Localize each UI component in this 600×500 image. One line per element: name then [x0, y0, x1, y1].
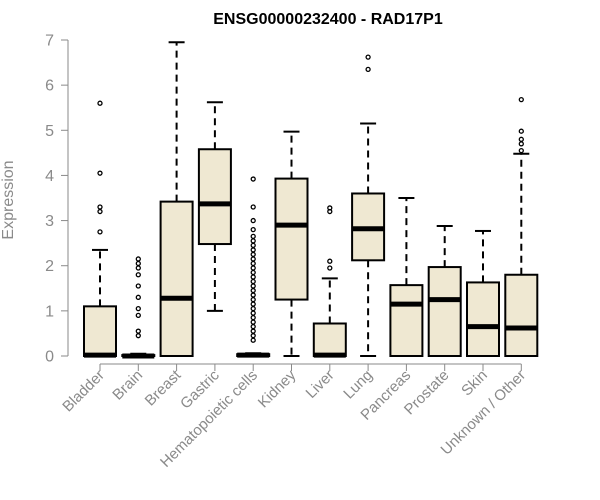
y-tick-label-3: 3	[45, 213, 54, 230]
outlier-brain-9	[135, 256, 141, 262]
box-rect-unknown-other	[504, 273, 539, 357]
outlier-hematopoietic-cells-9	[250, 296, 256, 303]
outlier-hematopoietic-cells-21	[250, 242, 256, 249]
outlier-lung-1	[365, 54, 371, 60]
outlier-unknown-other-2	[518, 136, 524, 142]
outlier-brain-2	[135, 312, 141, 319]
outlier-hematopoietic-cells-18	[250, 256, 256, 262]
outlier-brain-8	[135, 260, 141, 267]
outlier-lung-0	[365, 66, 371, 72]
chart-title: ENSG00000232400 - RAD17P1	[213, 11, 443, 28]
outlier-hematopoietic-cells-23	[250, 233, 256, 240]
outlier-hematopoietic-cells-14	[250, 274, 256, 280]
outlier-hematopoietic-cells-12	[250, 283, 256, 289]
y-tick-label-0: 0	[45, 349, 54, 366]
outlier-unknown-other-0	[518, 147, 524, 154]
outlier-hematopoietic-cells-2	[250, 328, 256, 334]
box-bladder	[83, 100, 117, 358]
box-rect-prostate	[427, 266, 462, 357]
box-liver	[312, 205, 347, 358]
outlier-hematopoietic-cells-22	[250, 238, 256, 244]
outlier-brain-5	[135, 283, 141, 289]
box-rect-kidney	[274, 177, 309, 301]
outlier-liver-0	[327, 265, 333, 271]
x-tick-label-bladder: Bladder	[59, 367, 108, 416]
outlier-hematopoietic-cells-0	[250, 337, 256, 343]
box-kidney	[274, 130, 309, 357]
x-tick-label-liver: Liver	[303, 367, 338, 402]
box-gastric	[197, 101, 232, 312]
outlier-hematopoietic-cells-17	[250, 260, 256, 267]
box-skin	[466, 229, 500, 357]
box-rect-pancreas	[389, 284, 424, 357]
y-tick-label-5: 5	[45, 123, 54, 140]
outlier-hematopoietic-cells-13	[250, 278, 256, 285]
outlier-hematopoietic-cells-19	[250, 251, 256, 258]
outlier-hematopoietic-cells-1	[250, 333, 256, 339]
outlier-hematopoietic-cells-4	[250, 319, 256, 325]
y-tick-label-4: 4	[45, 168, 54, 185]
outlier-hematopoietic-cells-7	[250, 305, 256, 312]
x-tick-label-brain: Brain	[109, 367, 146, 404]
outlier-hematopoietic-cells-16	[250, 265, 256, 271]
outlier-bladder-1	[97, 208, 103, 215]
outlier-brain-0	[135, 333, 141, 339]
outlier-hematopoietic-cells-27	[250, 176, 256, 182]
outlier-hematopoietic-cells-25	[250, 217, 256, 224]
y-axis: 0 1 2 3 4 5 6 7	[45, 33, 69, 366]
outlier-bladder-3	[97, 170, 103, 176]
outlier-unknown-other-3	[518, 128, 524, 134]
box-unknown-other	[504, 96, 539, 357]
outlier-hematopoietic-cells-10	[250, 292, 256, 298]
outlier-hematopoietic-cells-8	[250, 301, 256, 307]
outlier-liver-1	[327, 258, 333, 264]
outlier-brain-6	[135, 272, 141, 278]
box-rect-breast	[159, 200, 194, 357]
outlier-hematopoietic-cells-5	[250, 314, 256, 321]
box-rect-gastric	[197, 148, 232, 246]
y-axis-label: Expression	[0, 160, 17, 239]
box-rect-bladder	[83, 305, 117, 358]
y-tick-label-2: 2	[45, 258, 54, 275]
outlier-brain-7	[135, 265, 141, 271]
outlier-brain-4	[135, 294, 141, 300]
outlier-brain-1	[135, 328, 141, 334]
box-brain	[121, 256, 156, 359]
outlier-hematopoietic-cells-11	[250, 287, 256, 294]
outlier-brain-3	[135, 305, 141, 312]
box-prostate	[427, 224, 462, 357]
outlier-bladder-4	[97, 100, 103, 106]
box-pancreas	[389, 197, 424, 357]
outlier-hematopoietic-cells-15	[250, 269, 256, 276]
box-lung	[351, 54, 386, 357]
outlier-hematopoietic-cells-3	[250, 324, 256, 330]
outlier-unknown-other-4	[518, 96, 524, 103]
outlier-bladder-2	[97, 204, 103, 210]
y-tick-label-6: 6	[45, 78, 54, 95]
box-rect-skin	[466, 281, 500, 357]
boxes-layer	[83, 41, 539, 359]
box-hematopoietic-cells	[236, 176, 271, 358]
outlier-bladder-0	[97, 229, 103, 235]
outlier-unknown-other-1	[518, 141, 524, 147]
y-tick-label-7: 7	[45, 33, 54, 50]
y-tick-label-1: 1	[45, 303, 54, 320]
x-tick-label-kidney: Kidney	[255, 366, 300, 411]
outlier-hematopoietic-cells-24	[250, 226, 256, 233]
box-breast	[159, 41, 194, 357]
outlier-hematopoietic-cells-6	[250, 310, 256, 316]
outlier-liver-3	[327, 205, 333, 211]
box-rect-liver	[312, 322, 347, 357]
outlier-hematopoietic-cells-26	[250, 204, 256, 210]
outlier-hematopoietic-cells-20	[250, 247, 256, 253]
x-tick-label-skin: Skin	[458, 367, 491, 400]
